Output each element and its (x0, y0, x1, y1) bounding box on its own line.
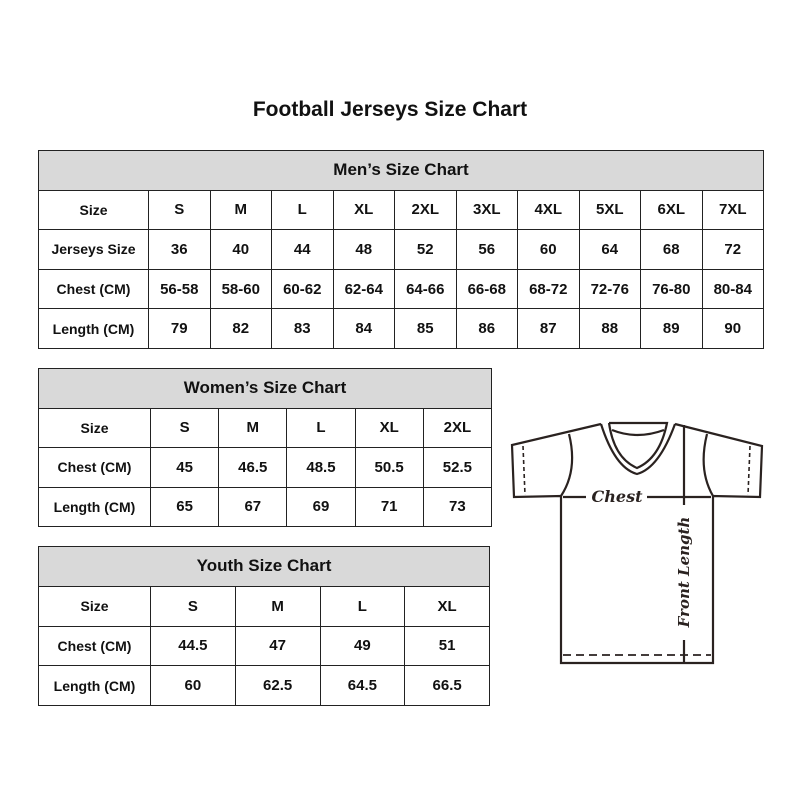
table-cell: 71 (354, 486, 424, 527)
table-cell: S (150, 585, 236, 627)
table-cell: 48 (332, 229, 395, 270)
table-row: Size S M L XL 2XL 3XL 4XL 5XL 6XL 7XL (38, 189, 764, 231)
table-cell: 2XL (422, 407, 493, 448)
table-cell: 62-64 (332, 268, 395, 310)
jersey-collar (599, 421, 677, 476)
table-cell: 48.5 (286, 447, 356, 488)
table-row: Length (CM) 79 82 83 84 85 86 87 88 89 90 (38, 308, 764, 349)
table-cell: 67 (218, 486, 288, 527)
table-cell: 88 (578, 308, 641, 349)
youth-chart-header: Youth Size Chart (38, 546, 490, 587)
table-cell: 76-80 (640, 268, 703, 310)
jersey-outline (510, 422, 764, 665)
sleeve-hems (522, 445, 751, 496)
table-cell: 87 (517, 308, 580, 349)
men-chart-header: Men’s Size Chart (38, 150, 764, 191)
table-cell: L (271, 189, 334, 231)
table-cell: M (234, 585, 321, 627)
table-cell: 50.5 (354, 447, 424, 488)
table-row: Jerseys Size 36 40 44 48 52 56 60 64 68 72 (38, 229, 764, 270)
row-label: Size (38, 585, 151, 627)
chest-label: Chest (592, 487, 644, 506)
row-label: Length (CM) (38, 308, 149, 349)
page-title: Football Jerseys Size Chart (252, 98, 528, 121)
women-chart-header: Women’s Size Chart (38, 368, 492, 409)
table-row: Size S M L XL (38, 585, 490, 627)
table-row: Size S M L XL 2XL (38, 407, 493, 448)
table-row: Chest (CM) 44.5 47 49 51 (38, 625, 490, 667)
womens-size-table: Women’s Size Chart Size S M L XL 2XL Chest (CM)… (38, 368, 493, 527)
table-cell: 84 (332, 308, 395, 349)
table-cell: 60 (517, 229, 580, 270)
table-cell: 72-76 (578, 268, 641, 310)
table-row: Chest (CM) 45 46.5 48.5 50.5 52.5 (38, 447, 493, 488)
table-cell: 68-72 (517, 268, 580, 310)
row-label: Length (CM) (38, 486, 151, 527)
table-cell: XL (404, 585, 490, 627)
table-cell: 47 (234, 625, 321, 667)
sleeve-seams (560, 433, 714, 497)
row-label: Chest (CM) (38, 447, 151, 488)
front-length-label: Front Length (675, 517, 693, 629)
table-cell: 79 (148, 308, 211, 349)
table-cell: 68 (640, 229, 703, 270)
table-cell: 44 (271, 229, 334, 270)
table-cell: L (319, 585, 406, 627)
table-cell: 80-84 (701, 268, 764, 310)
table-cell: 56-58 (148, 268, 211, 310)
table-cell: 49 (319, 625, 406, 667)
table-row: Length (CM) 65 67 69 71 73 (38, 486, 493, 527)
table-cell: 62.5 (234, 665, 321, 707)
table-cell: M (218, 407, 288, 448)
table-cell: 66-68 (455, 268, 518, 310)
table-cell: 51 (404, 625, 490, 667)
table-cell: 64.5 (319, 665, 406, 707)
table-cell: 85 (394, 308, 457, 349)
table-cell: 40 (209, 229, 272, 270)
table-cell: 60-62 (271, 268, 334, 310)
table-cell: 7XL (701, 189, 764, 231)
table-cell: 82 (209, 308, 272, 349)
table-cell: 45 (149, 447, 220, 488)
table-cell: 60 (150, 665, 236, 707)
table-cell: S (149, 407, 220, 448)
row-label: Jerseys Size (38, 229, 149, 270)
mens-size-table: Men’s Size Chart Size S M L XL 2XL 3XL 4XL 5XL 6XL… (38, 150, 764, 349)
table-cell: 44.5 (150, 625, 236, 667)
table-cell: XL (354, 407, 424, 448)
table-cell: 6XL (640, 189, 703, 231)
table-cell: 86 (455, 308, 518, 349)
table-cell: 65 (149, 486, 220, 527)
row-label: Size (38, 189, 149, 231)
youth-size-table: Youth Size Chart Size S M L XL Chest (CM) 44.5 4… (38, 546, 490, 707)
row-label: Size (38, 407, 151, 448)
table-cell: XL (332, 189, 395, 231)
row-label: Chest (CM) (38, 625, 151, 667)
table-cell: 66.5 (404, 665, 490, 707)
table-cell: 52.5 (422, 447, 493, 488)
table-cell: 69 (286, 486, 356, 527)
table-cell: 90 (701, 308, 764, 349)
table-row: Length (CM) 60 62.5 64.5 66.5 (38, 665, 490, 707)
table-cell: 5XL (578, 189, 641, 231)
row-label: Length (CM) (38, 665, 151, 707)
table-cell: 73 (422, 486, 493, 527)
table-cell: 36 (148, 229, 211, 270)
table-cell: L (286, 407, 356, 448)
